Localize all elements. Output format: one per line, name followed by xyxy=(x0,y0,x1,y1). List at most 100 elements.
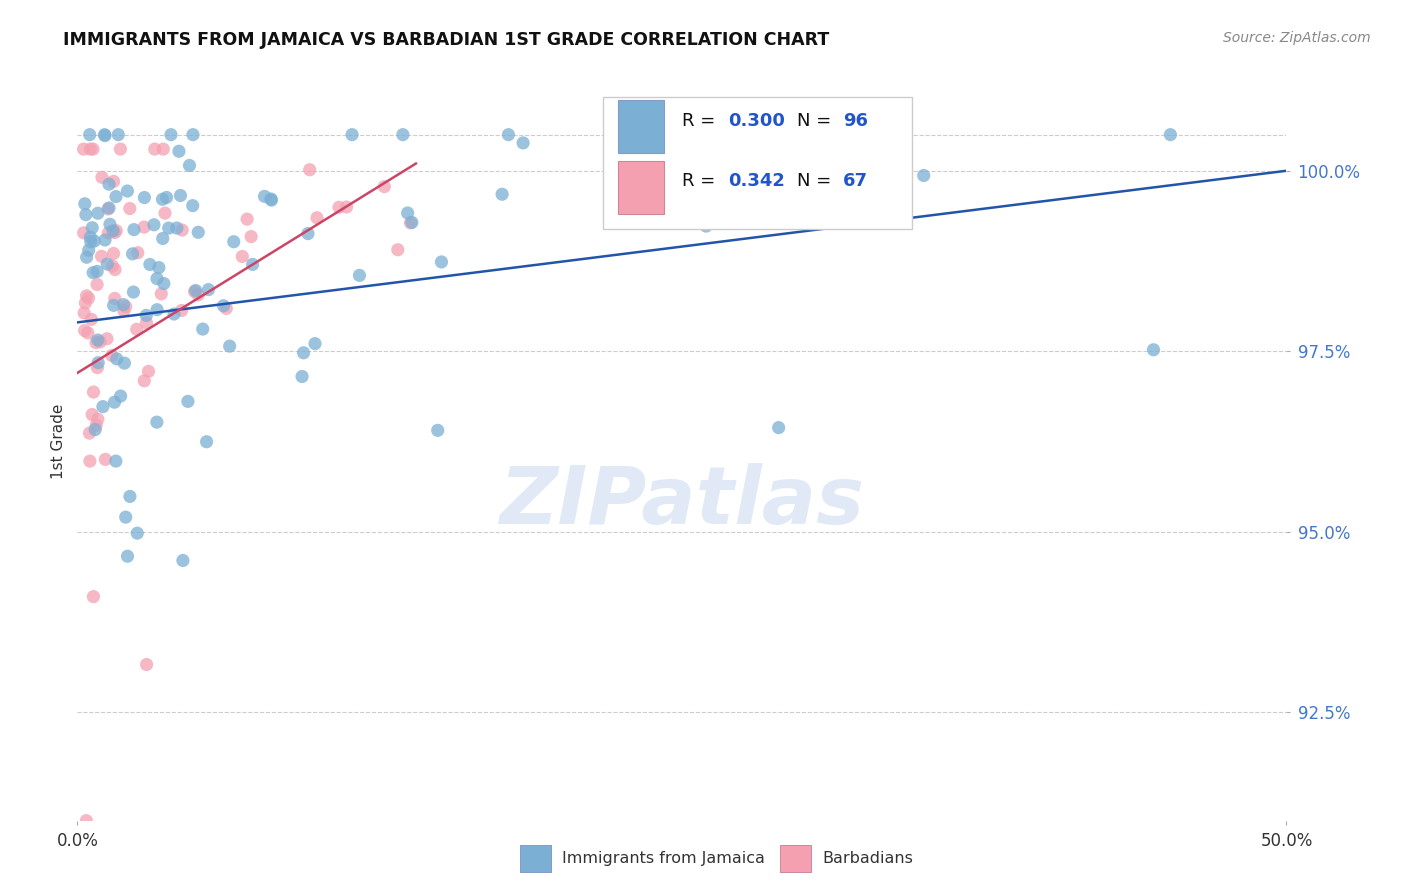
Point xyxy=(150,286,173,301)
Text: R =: R = xyxy=(682,112,721,129)
Point xyxy=(215,301,238,316)
Point xyxy=(104,262,127,277)
Point xyxy=(87,356,110,370)
Text: Source: ZipAtlas.com: Source: ZipAtlas.com xyxy=(1223,31,1371,45)
Point xyxy=(768,420,790,434)
Point xyxy=(73,323,96,337)
Bar xyxy=(617,161,664,214)
Point xyxy=(121,247,143,261)
Point xyxy=(117,549,139,564)
Point xyxy=(98,177,121,191)
Text: ZIPatlas: ZIPatlas xyxy=(499,463,865,541)
Point xyxy=(260,193,283,207)
Point xyxy=(122,222,145,236)
Point xyxy=(76,250,98,264)
Point xyxy=(187,225,209,239)
Point xyxy=(143,142,166,156)
Point xyxy=(153,277,176,291)
Point xyxy=(148,260,170,275)
Point xyxy=(86,277,108,292)
Point xyxy=(304,336,326,351)
Point xyxy=(104,226,127,240)
Point xyxy=(166,221,188,235)
Point xyxy=(373,179,395,194)
Point xyxy=(197,283,219,297)
Text: 0.300: 0.300 xyxy=(728,112,785,129)
Point xyxy=(912,169,935,183)
Point xyxy=(172,553,194,567)
Point xyxy=(101,349,124,363)
Point xyxy=(86,264,108,278)
Point xyxy=(82,408,104,422)
Point xyxy=(152,231,174,245)
Point xyxy=(105,224,128,238)
Point xyxy=(103,298,125,312)
Text: 96: 96 xyxy=(842,112,868,129)
Point xyxy=(105,351,128,366)
Point xyxy=(218,339,240,353)
Point xyxy=(179,159,201,173)
Point xyxy=(114,510,136,524)
Point xyxy=(146,302,169,317)
Point xyxy=(94,452,117,467)
Point xyxy=(82,220,104,235)
Point xyxy=(305,211,328,225)
Text: 0.342: 0.342 xyxy=(728,172,785,190)
Point xyxy=(401,215,423,229)
Point xyxy=(430,255,453,269)
Point xyxy=(79,128,101,142)
Point xyxy=(82,266,104,280)
Point xyxy=(91,400,114,414)
Point xyxy=(97,226,120,240)
Text: IMMIGRANTS FROM JAMAICA VS BARBADIAN 1ST GRADE CORRELATION CHART: IMMIGRANTS FROM JAMAICA VS BARBADIAN 1ST… xyxy=(63,31,830,49)
Point xyxy=(90,249,112,263)
Point xyxy=(181,128,204,142)
Point xyxy=(125,322,148,336)
Point xyxy=(172,223,194,237)
Point xyxy=(86,360,108,375)
Point xyxy=(387,243,409,257)
Point xyxy=(253,189,276,203)
Point xyxy=(146,271,169,285)
Point xyxy=(242,257,264,271)
Point xyxy=(94,128,117,143)
Point xyxy=(84,423,107,437)
Point xyxy=(98,217,121,231)
Point xyxy=(76,289,98,303)
Point xyxy=(163,307,186,321)
Point xyxy=(169,188,191,202)
Point xyxy=(94,233,117,247)
Point xyxy=(75,814,97,828)
Point xyxy=(143,218,166,232)
Point xyxy=(101,224,124,238)
Point xyxy=(79,426,101,441)
Point xyxy=(103,174,125,188)
Point xyxy=(298,162,321,177)
Point xyxy=(83,234,105,248)
Point xyxy=(260,192,283,206)
Point xyxy=(72,142,94,156)
Point xyxy=(73,226,96,240)
Point xyxy=(157,221,180,235)
Y-axis label: 1st Grade: 1st Grade xyxy=(51,404,66,479)
Point xyxy=(93,128,115,142)
Point xyxy=(212,299,235,313)
Point xyxy=(82,142,104,156)
Point xyxy=(426,423,449,437)
Point xyxy=(183,285,205,299)
Point xyxy=(236,212,259,227)
Point xyxy=(297,227,319,241)
Point xyxy=(135,309,157,323)
Point xyxy=(73,196,96,211)
Text: N =: N = xyxy=(797,172,837,190)
Point xyxy=(104,292,127,306)
Point xyxy=(75,208,97,222)
Point xyxy=(91,170,114,185)
Point xyxy=(122,285,145,299)
Point xyxy=(110,389,132,403)
Point xyxy=(167,145,190,159)
Point xyxy=(118,490,141,504)
Point xyxy=(152,192,174,206)
FancyBboxPatch shape xyxy=(603,96,911,229)
Point xyxy=(82,590,104,604)
